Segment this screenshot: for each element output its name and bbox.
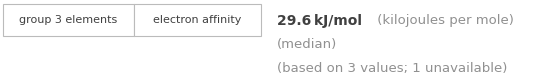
Text: 29.6 kJ/mol: 29.6 kJ/mol (277, 14, 363, 28)
FancyBboxPatch shape (134, 4, 261, 36)
Text: (based on 3 values; 1 unavailable): (based on 3 values; 1 unavailable) (277, 62, 508, 75)
Text: group 3 elements: group 3 elements (19, 15, 117, 25)
FancyBboxPatch shape (3, 4, 134, 36)
Text: electron affinity: electron affinity (153, 15, 241, 25)
Text: (kilojoules per mole): (kilojoules per mole) (373, 14, 514, 27)
Text: (median): (median) (277, 38, 337, 51)
